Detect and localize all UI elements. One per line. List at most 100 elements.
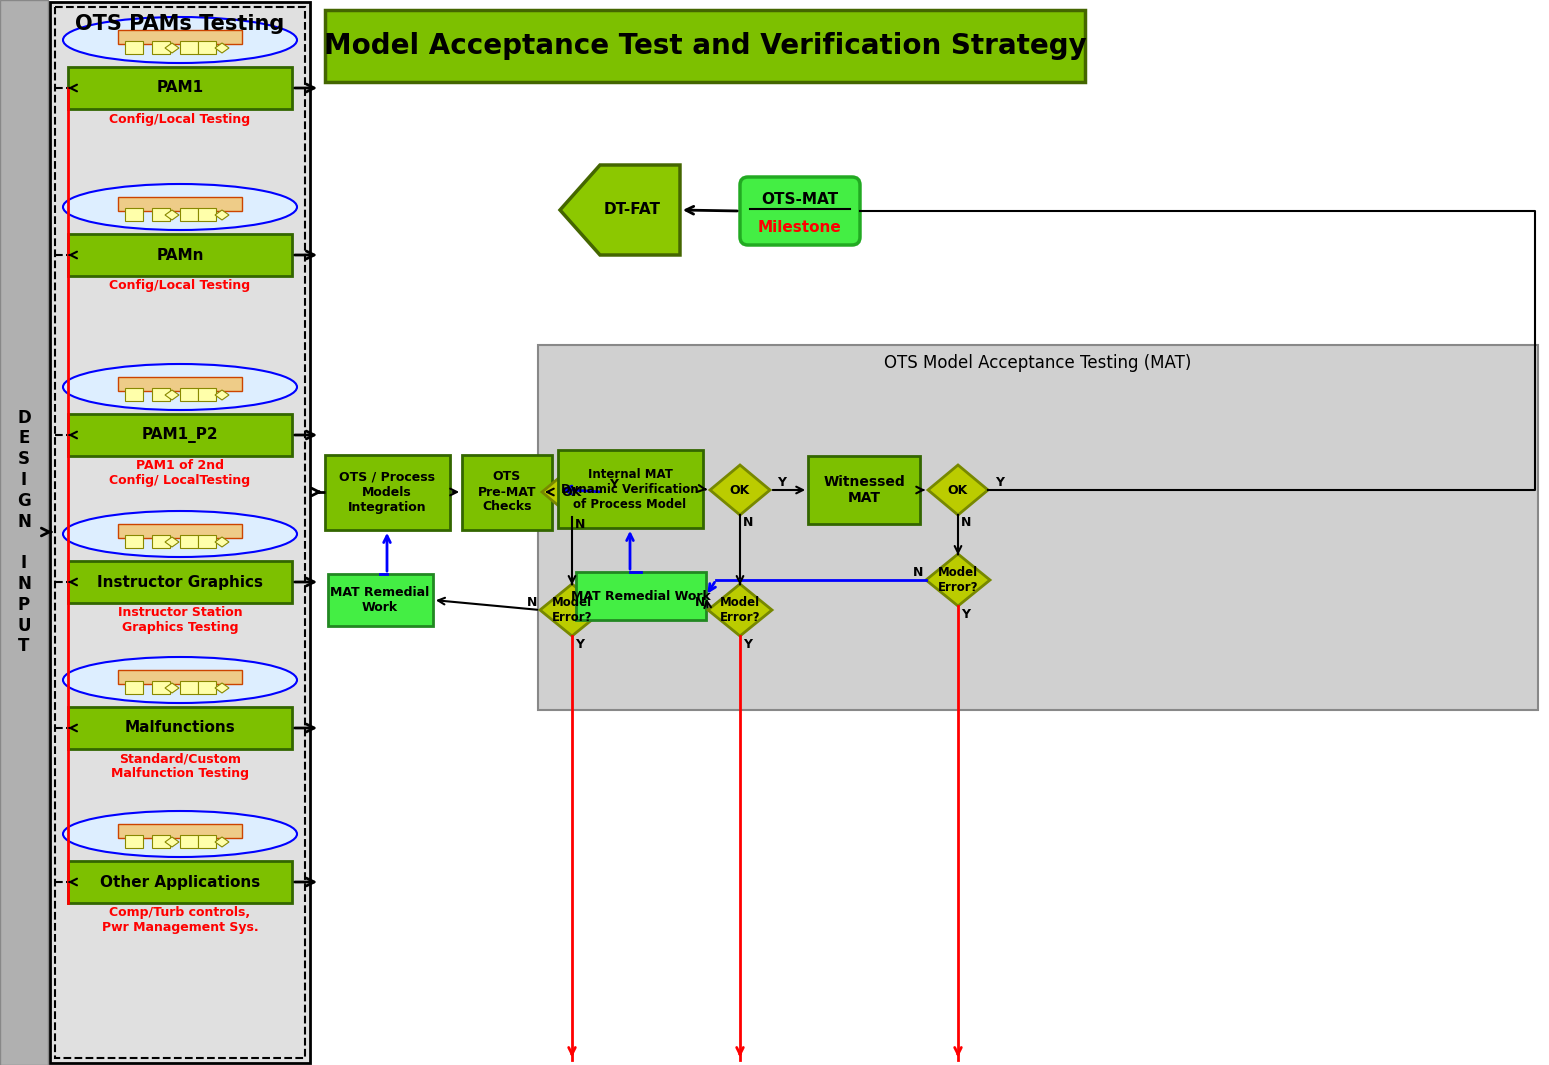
Polygon shape [928, 465, 988, 515]
Polygon shape [166, 537, 180, 547]
Bar [118, 824, 242, 838]
Text: Witnessed
MAT: Witnessed MAT [823, 475, 905, 505]
Bar [125, 40, 143, 54]
Ellipse shape [64, 364, 297, 410]
Text: PAM1_P2: PAM1_P2 [141, 427, 218, 443]
Bar [125, 835, 143, 848]
Polygon shape [215, 683, 229, 693]
Text: Config/Local Testing: Config/Local Testing [110, 279, 251, 293]
Bar [198, 535, 215, 548]
Text: PAM1 of 2nd
Config/ LocalTesting: PAM1 of 2nd Config/ LocalTesting [110, 459, 251, 487]
Text: N: N [696, 595, 705, 608]
Text: PAMn: PAMn [156, 247, 204, 262]
Text: Instructor Station
Graphics Testing: Instructor Station Graphics Testing [118, 606, 242, 634]
Polygon shape [215, 43, 229, 53]
Ellipse shape [64, 17, 297, 63]
Bar [180, 208, 198, 222]
Ellipse shape [64, 184, 297, 230]
Bar [118, 670, 242, 684]
Bar [558, 450, 703, 528]
Polygon shape [166, 837, 180, 847]
Bar [152, 535, 170, 548]
Polygon shape [215, 390, 229, 400]
Bar [68, 861, 293, 903]
Bar [576, 572, 706, 620]
Bar [152, 681, 170, 694]
Bar [68, 561, 293, 603]
Bar [152, 40, 170, 54]
Text: N: N [960, 517, 971, 529]
Bar [198, 681, 215, 694]
Ellipse shape [64, 511, 297, 557]
Text: MAT Remedial Work: MAT Remedial Work [572, 590, 711, 603]
Text: N: N [527, 595, 538, 608]
Polygon shape [561, 165, 680, 255]
Text: Y: Y [996, 475, 1004, 489]
Bar [125, 388, 143, 402]
Bar [68, 414, 293, 456]
Bar [538, 345, 1538, 710]
Polygon shape [166, 210, 180, 220]
Polygon shape [708, 584, 771, 636]
Bar [152, 388, 170, 402]
Bar [198, 208, 215, 222]
Text: Y: Y [576, 638, 584, 651]
Bar [328, 574, 434, 626]
Polygon shape [215, 537, 229, 547]
Text: Config/Local Testing: Config/Local Testing [110, 113, 251, 126]
Text: Other Applications: Other Applications [99, 874, 260, 889]
Text: Internal MAT
Dynamic Verification
of Process Model: Internal MAT Dynamic Verification of Pro… [561, 468, 699, 510]
Ellipse shape [64, 657, 297, 703]
Bar [152, 208, 170, 222]
Text: Model
Error?: Model Error? [551, 596, 592, 624]
Bar [125, 681, 143, 694]
Bar [152, 835, 170, 848]
Text: OTS Model Acceptance Testing (MAT): OTS Model Acceptance Testing (MAT) [884, 354, 1191, 372]
Bar [118, 524, 242, 538]
Text: Milestone: Milestone [757, 219, 841, 234]
Bar [118, 377, 242, 391]
Bar [462, 455, 551, 530]
Text: Y: Y [778, 475, 787, 489]
Text: Model
Error?: Model Error? [937, 566, 979, 594]
Text: Y: Y [744, 638, 753, 651]
Bar [180, 388, 198, 402]
Polygon shape [166, 43, 180, 53]
Bar [118, 197, 242, 211]
Polygon shape [541, 584, 604, 636]
Text: Y: Y [609, 477, 618, 491]
FancyBboxPatch shape [740, 177, 860, 245]
Text: OK: OK [730, 484, 750, 496]
Polygon shape [166, 683, 180, 693]
Bar [180, 535, 198, 548]
Bar [0, 0, 48, 1065]
Text: DT-FAT: DT-FAT [604, 202, 660, 217]
Text: PAM1: PAM1 [156, 81, 203, 96]
Bar [118, 30, 242, 44]
Text: MAT Remedial
Work: MAT Remedial Work [330, 586, 429, 615]
Bar [68, 234, 293, 276]
Bar [125, 208, 143, 222]
Text: OTS / Process
Models
Integration: OTS / Process Models Integration [339, 471, 435, 513]
Bar [180, 681, 198, 694]
Polygon shape [709, 465, 770, 515]
Text: N: N [744, 517, 753, 529]
Text: N: N [575, 519, 586, 531]
Text: Model
Error?: Model Error? [720, 596, 761, 624]
Text: Standard/Custom
Malfunction Testing: Standard/Custom Malfunction Testing [112, 752, 249, 780]
Text: Instructor Graphics: Instructor Graphics [98, 574, 263, 590]
Bar [325, 10, 1084, 82]
Polygon shape [215, 210, 229, 220]
Bar [125, 535, 143, 548]
Bar [198, 40, 215, 54]
Bar [68, 67, 293, 109]
Text: Comp/Turb controls,
Pwr Management Sys.: Comp/Turb controls, Pwr Management Sys. [102, 906, 259, 934]
Text: Y: Y [962, 607, 971, 621]
Text: D
E
S
I
G
N
 
I
N
P
U
T: D E S I G N I N P U T [17, 409, 31, 655]
Text: OK: OK [948, 484, 968, 496]
Text: Malfunctions: Malfunctions [124, 721, 235, 736]
Bar [325, 455, 451, 530]
Bar [198, 388, 215, 402]
Text: Model Acceptance Test and Verification Strategy: Model Acceptance Test and Verification S… [324, 32, 1086, 60]
Bar [198, 835, 215, 848]
